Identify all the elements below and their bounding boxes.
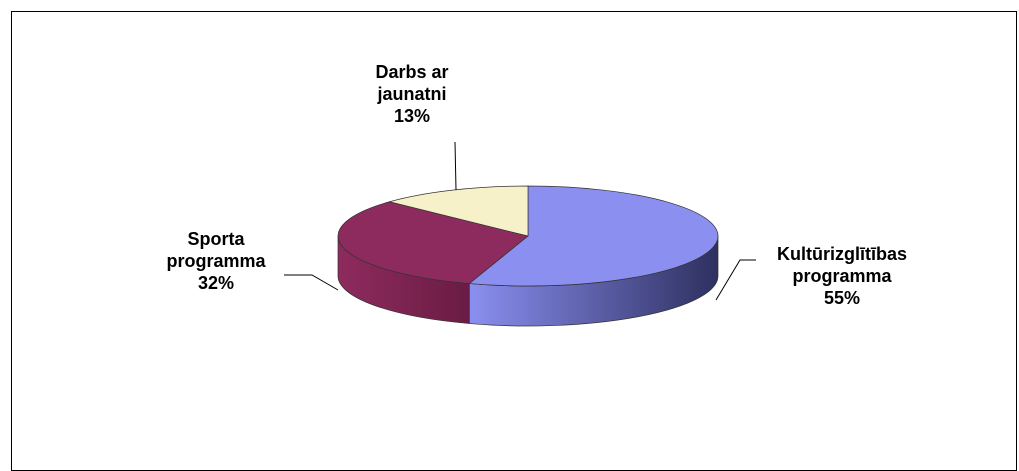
slice-label-line: programma [792,266,892,286]
data-label-1: Kultūrizglītības programma 55% [777,244,907,308]
slice-value-label: 13% [394,106,430,126]
slice-label-line: programma [166,251,266,271]
pie-slice-1 [468,185,719,287]
data-label-3: Darbs ar jaunatni 13% [375,62,448,126]
slice-value-label: 32% [198,273,234,293]
data-label-2: Sporta programma 32% [166,229,266,293]
leader-line-3 [454,141,457,191]
pie-slice-2 [337,201,529,284]
slice-label-line: Sporta [187,229,245,249]
pie-chart: Kultūrizglītības programma 55%Sporta progra… [166,62,907,327]
slice-label-line: jaunatni [376,84,446,104]
pie-slice-3 [388,185,529,237]
leader-line-1 [715,259,756,301]
leader-line-2 [284,274,339,291]
slice-value-label: 55% [824,288,860,308]
slice-label-line: Kultūrizglītības [777,244,907,264]
slice-label-line: Darbs ar [375,62,448,82]
